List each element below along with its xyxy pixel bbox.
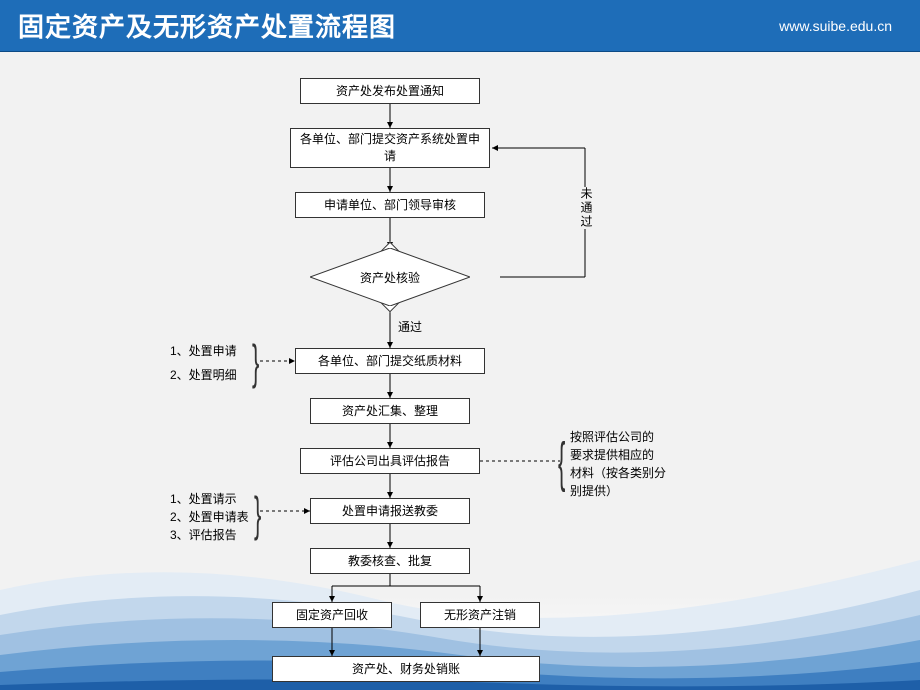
node-submit-system: 各单位、部门提交资产系统处置申请 bbox=[290, 128, 490, 168]
node-submit-edu: 处置申请报送教委 bbox=[310, 498, 470, 524]
node-final-account: 资产处、财务处销账 bbox=[272, 656, 540, 682]
node-submit-paper: 各单位、部门提交纸质材料 bbox=[295, 348, 485, 374]
header-bar: 固定资产及无形资产处置流程图 www.suibe.edu.cn bbox=[0, 0, 920, 52]
node-fixed-asset-recycle: 固定资产回收 bbox=[272, 602, 392, 628]
node-intangible-cancel: 无形资产注销 bbox=[420, 602, 540, 628]
note-line: 1、处置申请 bbox=[170, 342, 260, 360]
label-pass: 通过 bbox=[398, 318, 422, 335]
label-fail: 未通过 bbox=[578, 187, 595, 229]
decision-label: 资产处核验 bbox=[310, 248, 470, 306]
note-line: 2、处置明细 bbox=[170, 366, 260, 384]
node-leader-review: 申请单位、部门领导审核 bbox=[295, 192, 485, 218]
node-collect: 资产处汇集、整理 bbox=[310, 398, 470, 424]
site-url: www.suibe.edu.cn bbox=[779, 18, 892, 34]
node-evaluation-report: 评估公司出具评估报告 bbox=[300, 448, 480, 474]
flowchart-canvas: 资产处发布处置通知 各单位、部门提交资产系统处置申请 申请单位、部门领导审核 资… bbox=[0, 52, 920, 690]
bracket-icon: } bbox=[252, 334, 259, 391]
node-publish-notice: 资产处发布处置通知 bbox=[300, 78, 480, 104]
bracket-icon: { bbox=[558, 431, 565, 496]
node-edu-approve: 教委核查、批复 bbox=[310, 548, 470, 574]
bracket-icon: } bbox=[254, 486, 261, 543]
page-title: 固定资产及无形资产处置流程图 bbox=[18, 7, 396, 44]
note-left-materials-1: 1、处置申请 2、处置明细 bbox=[170, 342, 260, 384]
note-line: 别提供） bbox=[570, 482, 690, 500]
node-asset-check-decision: 资产处核验 bbox=[310, 248, 470, 306]
note-line: 材料（按各类别分 bbox=[570, 464, 690, 482]
note-line: 要求提供相应的 bbox=[570, 446, 690, 464]
note-line: 按照评估公司的 bbox=[570, 428, 690, 446]
note-right-requirements: 按照评估公司的 要求提供相应的 材料（按各类别分 别提供） bbox=[570, 428, 690, 500]
